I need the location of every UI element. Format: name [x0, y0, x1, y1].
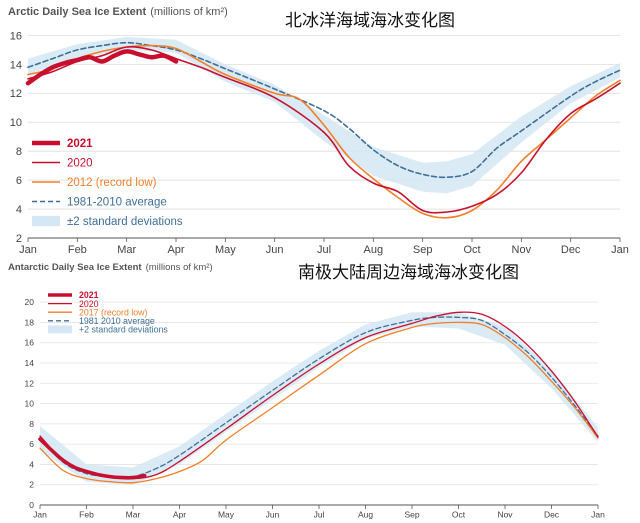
legend-label: 2020 [79, 299, 99, 309]
y-tick-label: 6 [16, 175, 22, 187]
chart-title-text: Arctic Daily Sea Ice Extent [8, 6, 147, 18]
y-tick-label: 4 [29, 459, 34, 469]
series-line-1981-2010-average [39, 316, 599, 478]
x-tick-label: Nov [512, 244, 532, 256]
y-tick-label: 10 [25, 399, 35, 409]
y-tick-label: 0 [29, 500, 34, 510]
y-tick-label: 12 [25, 378, 35, 388]
x-tick-label: Jun [266, 510, 280, 520]
legend-label: +2 standard deviations [79, 325, 168, 335]
y-tick-label: 12 [10, 88, 22, 100]
y-tick-label: 16 [10, 30, 22, 42]
y-tick-label: 16 [25, 338, 35, 348]
y-tick-label: 4 [16, 204, 22, 216]
chart-title: Antarctic Daily Sea Ice Extent (millions … [8, 262, 213, 273]
legend-label: 2020 [67, 158, 93, 170]
chart-title: Arctic Daily Sea Ice Extent (millions of … [8, 6, 228, 18]
chart-annotation: 北冰洋海域海冰变化图 [285, 11, 455, 31]
y-tick-label: 10 [10, 117, 22, 129]
std-deviation-band [40, 312, 598, 485]
series-line-2021 [25, 49, 179, 86]
x-tick-label: Jan [591, 510, 605, 520]
chart-annotation: 南极大陆周边海域海冰变化图 [298, 263, 519, 283]
x-tick-label: May [218, 510, 235, 520]
x-tick-label: Oct [452, 510, 466, 520]
series-line-2017 [39, 321, 599, 484]
x-tick-label: Feb [79, 510, 94, 520]
x-tick-label: Jul [317, 244, 331, 256]
y-tick-label: 14 [10, 59, 22, 71]
y-tick-label: 2 [29, 480, 34, 490]
x-tick-label: Aug [364, 244, 384, 256]
x-tick-label: Mar [117, 244, 136, 256]
legend-label: ±2 standard deviations [67, 216, 183, 228]
legend-swatch-band [48, 325, 72, 334]
x-tick-label: Jun [266, 244, 284, 256]
chart-title-unit: (millions of km²) [146, 262, 213, 273]
std-deviation-band [28, 36, 620, 194]
x-tick-label: May [215, 244, 236, 256]
x-tick-label: Dec [544, 510, 560, 520]
x-tick-label: Jan [19, 244, 37, 256]
legend-label: 2012 (record low) [67, 177, 157, 189]
y-tick-label: 20 [25, 297, 35, 307]
x-tick-label: Apr [173, 510, 186, 520]
x-tick-label: Jul [314, 510, 325, 520]
legend: 2021 2020 2012 (record low) 1981-2010 avera… [32, 138, 183, 228]
x-tick-label: Mar [126, 510, 141, 520]
series-line-1981-2010-average [27, 41, 621, 179]
y-tick-label: 2 [16, 233, 22, 245]
x-tick-label: Jan [611, 244, 629, 256]
series-line-2020 [27, 45, 621, 214]
x-tick-label: Oct [463, 244, 480, 256]
x-tick-label: Apr [167, 244, 184, 256]
y-tick-label: 14 [25, 358, 35, 368]
legend-label: 2017 (record low) [79, 307, 148, 317]
x-tick-label: Sep [413, 244, 433, 256]
x-tick-label: Sep [404, 510, 419, 520]
chart-title-unit: (millions of km²) [150, 6, 228, 18]
legend-label: 1981-2010 average [67, 197, 167, 209]
x-tick-label: Aug [358, 510, 373, 520]
x-tick-label: Feb [68, 244, 87, 256]
x-tick-label: Nov [497, 510, 513, 520]
series-line-2021 [38, 437, 147, 480]
chart-arctic: 2 4 6 8 10 12 14 16 Jan Feb Mar Apr May Jun Jul Aug Sep O… [8, 6, 629, 256]
chart-antarctic: 0 2 4 6 8 10 12 14 16 18 20 Jan Feb Mar Apr May Jun Jul Au… [8, 262, 605, 520]
legend-label: 2021 [67, 138, 93, 150]
y-tick-label: 18 [25, 317, 35, 327]
legend-label: 1981 2010 average [79, 316, 155, 326]
y-tick-label: 8 [29, 419, 34, 429]
x-tick-label: Dec [561, 244, 581, 256]
y-tick-label: 8 [16, 146, 22, 158]
legend-swatch-band [32, 215, 60, 227]
chart-title-text: Antarctic Daily Sea Ice Extent [8, 262, 142, 273]
legend-label: 2021 [79, 290, 99, 300]
y-tick-label: 6 [29, 439, 34, 449]
x-tick-label: Jan [33, 510, 47, 520]
